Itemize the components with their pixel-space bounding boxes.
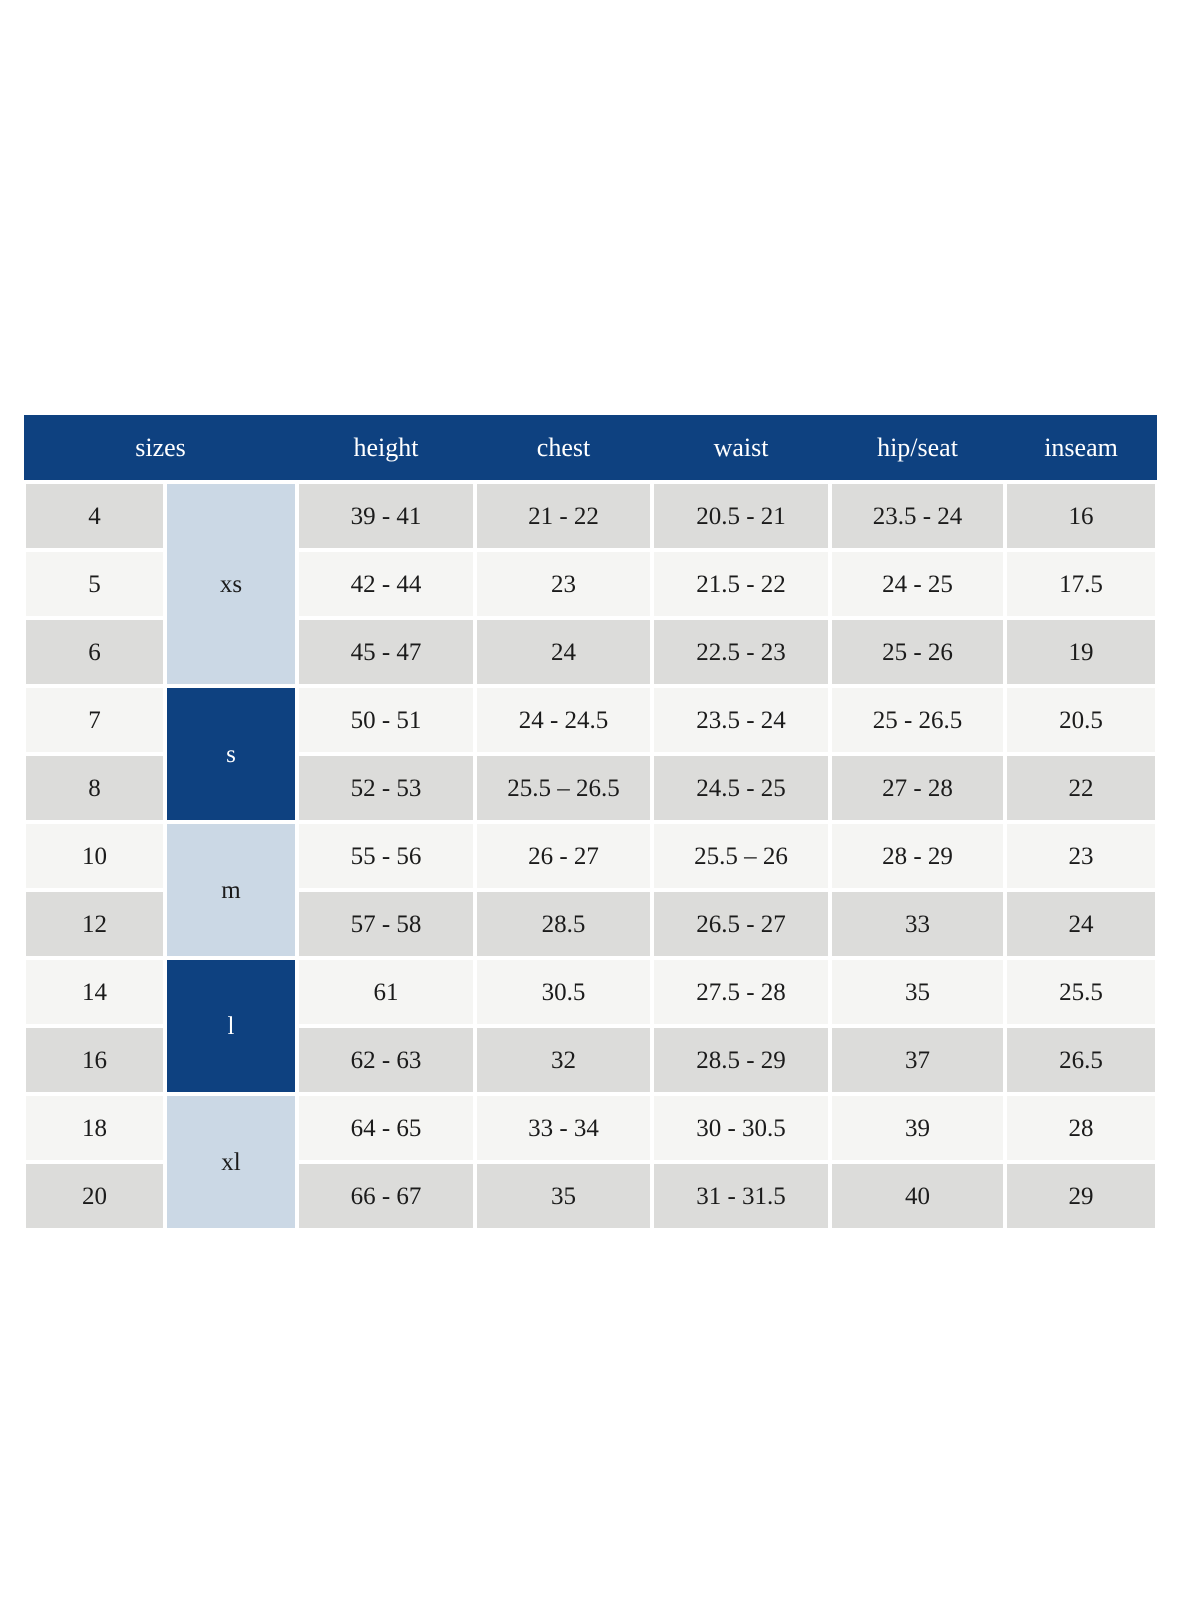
size-cell: 18: [22, 1092, 167, 1164]
height-cell: 55 - 56: [295, 820, 478, 892]
inseam-cell: 22: [1003, 752, 1160, 824]
height-cell: 42 - 44: [295, 548, 478, 620]
inseam-cell: 28: [1003, 1092, 1160, 1164]
hip-seat-cell: 37: [828, 1024, 1008, 1096]
inseam-cell: 29: [1003, 1160, 1160, 1232]
height-cell: 62 - 63: [295, 1024, 478, 1096]
size-cell: 5: [22, 548, 167, 620]
table-row-size-14: 14 l 61 30.5 27.5 - 28 35 25.5: [22, 956, 1160, 1096]
height-cell: 57 - 58: [295, 888, 478, 960]
size-cell: 7: [22, 684, 167, 756]
header-sizes: sizes: [24, 415, 298, 484]
chest-cell: 26 - 27: [473, 820, 655, 892]
inseam-cell: 20.5: [1003, 684, 1160, 756]
inseam-cell: 26.5: [1003, 1024, 1160, 1096]
size-cell: 4: [22, 480, 167, 552]
waist-cell: 24.5 - 25: [650, 752, 833, 824]
table-row-size-18: 18 xl 64 - 65 33 - 34 30 - 30.5 39 28: [22, 1092, 1160, 1232]
hip-seat-cell: 40: [828, 1160, 1008, 1232]
waist-cell: 20.5 - 21: [650, 480, 833, 552]
table-row-size-20: 20 66 - 67 35 31 - 31.5 40 29: [22, 1160, 1160, 1232]
chest-cell: 33 - 34: [473, 1092, 655, 1164]
table-row-size-5: 5 42 - 44 23 21.5 - 22 24 - 25 17.5: [22, 548, 1160, 620]
inseam-cell: 25.5: [1003, 956, 1160, 1028]
size-group-cell-xs: xs: [162, 480, 300, 688]
height-cell: 39 - 41: [295, 480, 478, 552]
chest-cell: 23: [473, 548, 655, 620]
waist-cell: 26.5 - 27: [650, 888, 833, 960]
hip-seat-cell: 27 - 28: [828, 752, 1008, 824]
height-cell: 45 - 47: [295, 616, 478, 688]
header-inseam: inseam: [1005, 415, 1158, 484]
waist-cell: 27.5 - 28: [650, 956, 833, 1028]
chest-cell: 24: [473, 616, 655, 688]
size-cell: 20: [22, 1160, 167, 1232]
table-row-size-16: 16 62 - 63 32 28.5 - 29 37 26.5: [22, 1024, 1160, 1096]
table-row-size-7: 7 s 50 - 51 24 - 24.5 23.5 - 24 25 - 26.…: [22, 684, 1160, 824]
hip-seat-cell: 25 - 26: [828, 616, 1008, 688]
size-group-cell-xl: xl: [162, 1092, 300, 1232]
size-group-cell-s: s: [162, 684, 300, 824]
table-row-size-4: 4 xs 39 - 41 21 - 22 20.5 - 21 23.5 - 24…: [22, 480, 1160, 688]
waist-cell: 25.5 – 26: [650, 820, 833, 892]
inseam-cell: 17.5: [1003, 548, 1160, 620]
size-cell: 12: [22, 888, 167, 960]
chest-cell: 28.5: [473, 888, 655, 960]
header-chest: chest: [475, 415, 653, 484]
hip-seat-cell: 35: [828, 956, 1008, 1028]
table-row-size-6: 6 45 - 47 24 22.5 - 23 25 - 26 19: [22, 616, 1160, 688]
inseam-cell: 19: [1003, 616, 1160, 688]
hip-seat-cell: 24 - 25: [828, 548, 1008, 620]
waist-cell: 23.5 - 24: [650, 684, 833, 756]
size-cell: 10: [22, 820, 167, 892]
chest-cell: 25.5 – 26.5: [473, 752, 655, 824]
chest-cell: 21 - 22: [473, 480, 655, 552]
inseam-cell: 24: [1003, 888, 1160, 960]
size-cell: 6: [22, 616, 167, 688]
height-cell: 64 - 65: [295, 1092, 478, 1164]
hip-seat-cell: 33: [828, 888, 1008, 960]
header-row: sizes height chest waist hip/seat inseam: [24, 415, 1158, 484]
header-height: height: [297, 415, 476, 484]
height-cell: 66 - 67: [295, 1160, 478, 1232]
waist-cell: 22.5 - 23: [650, 616, 833, 688]
hip-seat-cell: 39: [828, 1092, 1008, 1164]
header-waist: waist: [652, 415, 831, 484]
size-cell: 14: [22, 956, 167, 1028]
waist-cell: 31 - 31.5: [650, 1160, 833, 1232]
height-cell: 52 - 53: [295, 752, 478, 824]
chest-cell: 30.5: [473, 956, 655, 1028]
waist-cell: 28.5 - 29: [650, 1024, 833, 1096]
inseam-cell: 16: [1003, 480, 1160, 552]
height-cell: 50 - 51: [295, 684, 478, 756]
hip-seat-cell: 28 - 29: [828, 820, 1008, 892]
height-cell: 61: [295, 956, 478, 1028]
waist-cell: 21.5 - 22: [650, 548, 833, 620]
table-row-size-12: 12 57 - 58 28.5 26.5 - 27 33 24: [22, 888, 1160, 960]
chest-cell: 24 - 24.5: [473, 684, 655, 756]
size-group-cell-m: m: [162, 820, 300, 960]
chest-cell: 32: [473, 1024, 655, 1096]
table-row-size-8: 8 52 - 53 25.5 – 26.5 24.5 - 25 27 - 28 …: [22, 752, 1160, 824]
size-cell: 8: [22, 752, 167, 824]
size-group-cell-l: l: [162, 956, 300, 1096]
chest-cell: 35: [473, 1160, 655, 1232]
header-hip-seat: hip/seat: [830, 415, 1006, 484]
table-row-size-10: 10 m 55 - 56 26 - 27 25.5 – 26 28 - 29 2…: [22, 820, 1160, 960]
size-chart-table: sizes height chest waist hip/seat inseam…: [22, 415, 1160, 1232]
waist-cell: 30 - 30.5: [650, 1092, 833, 1164]
size-cell: 16: [22, 1024, 167, 1096]
inseam-cell: 23: [1003, 820, 1160, 892]
hip-seat-cell: 23.5 - 24: [828, 480, 1008, 552]
hip-seat-cell: 25 - 26.5: [828, 684, 1008, 756]
